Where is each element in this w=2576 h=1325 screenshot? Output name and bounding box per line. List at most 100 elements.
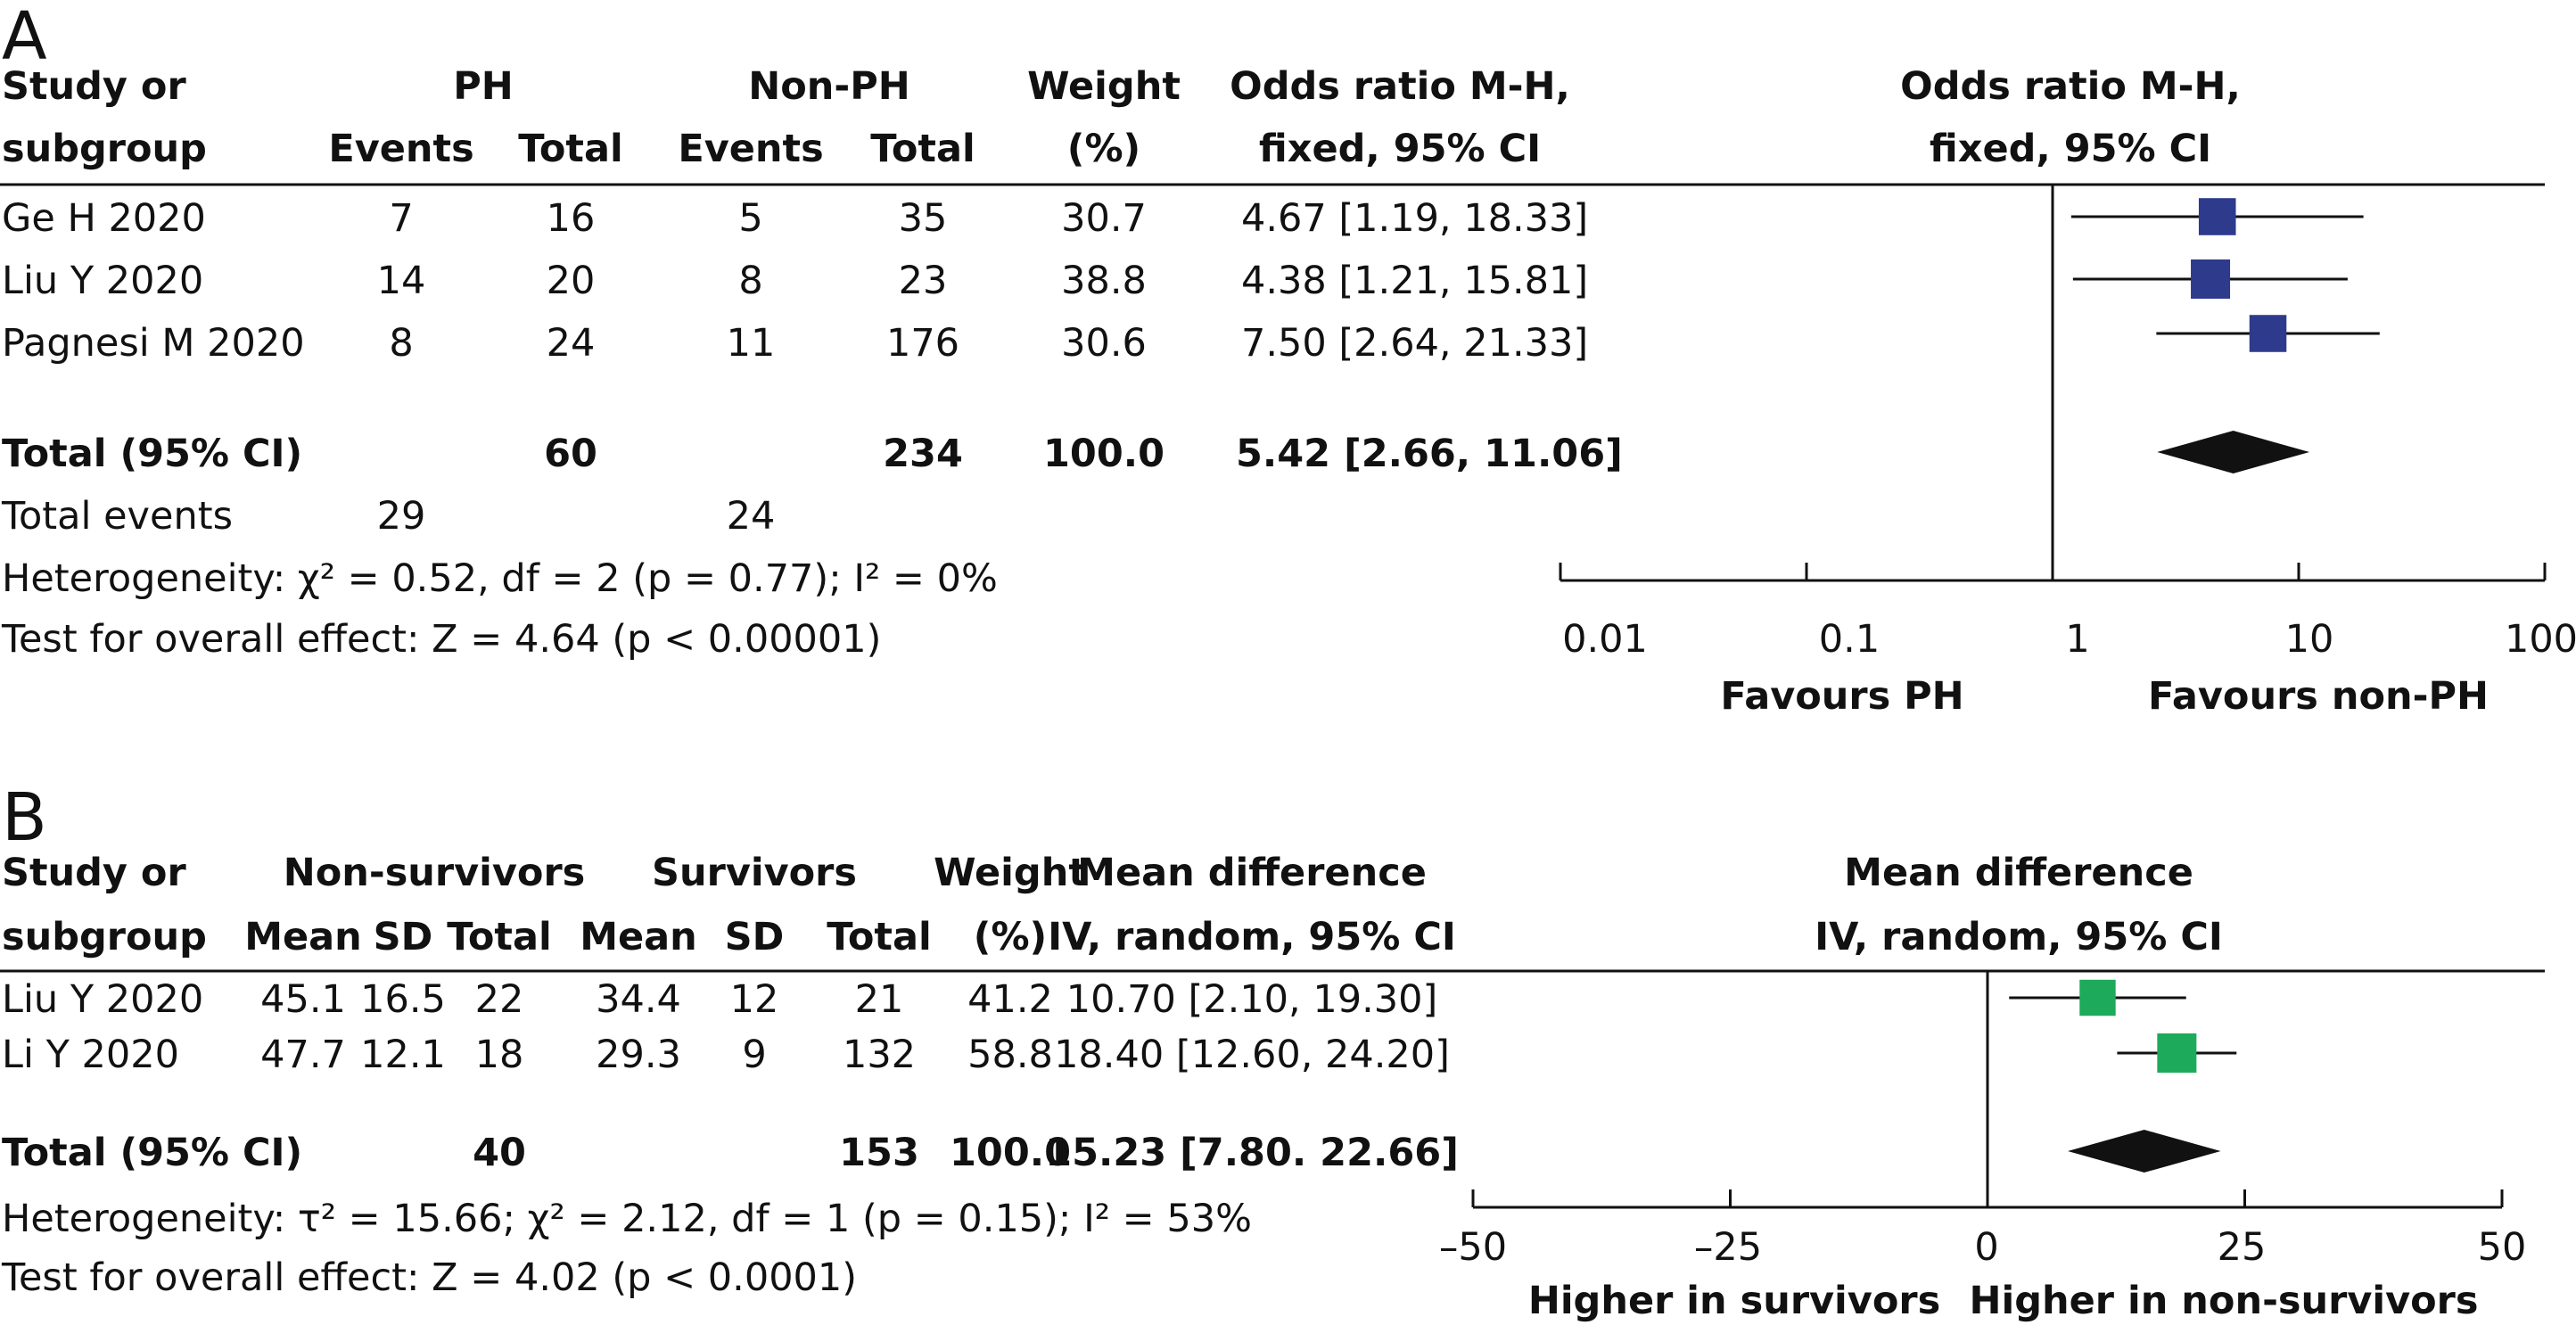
weight-cell: 38.8 <box>1061 259 1147 303</box>
axis-tick-label: 10 <box>2284 617 2334 662</box>
axis-tick-label: –50 <box>1438 1225 1508 1270</box>
axis-tick-label: –25 <box>1693 1225 1763 1270</box>
cell: 14 <box>376 259 426 303</box>
cell: 21 <box>854 977 904 1022</box>
total-ci: 15.23 [7.80. 22.66] <box>1045 1131 1459 1175</box>
header-group1: PH <box>453 64 514 109</box>
header-col: Events <box>678 127 824 171</box>
header-study: Study or <box>2 851 186 895</box>
panel-letter: B <box>2 779 47 856</box>
header-col: Total <box>870 127 975 171</box>
cell: 23 <box>898 259 948 303</box>
overall-effect-text: Test for overall effect: Z = 4.02 (p < 0… <box>2 1255 858 1300</box>
total-events-label: Total events <box>2 494 233 539</box>
header-effect: Mean difference <box>1077 851 1427 895</box>
study-marker <box>2079 979 2116 1016</box>
study-name: Liu Y 2020 <box>2 977 204 1022</box>
cell: 16 <box>546 196 596 241</box>
header-weight: Weight <box>934 851 1087 895</box>
header-weight: (%) <box>973 915 1048 959</box>
total-events-g2: 24 <box>726 494 776 539</box>
axis-tick-label: 50 <box>2477 1225 2527 1270</box>
favours-left-label: Higher in survivors <box>1527 1279 1941 1323</box>
cell: 18 <box>474 1033 524 1077</box>
axis-tick-label: 0 <box>1974 1225 1999 1270</box>
cell: 9 <box>742 1033 767 1077</box>
cell: 132 <box>842 1033 917 1077</box>
total-weight: 100.0 <box>1042 432 1165 476</box>
favours-left-label: Favours PH <box>1720 674 1964 719</box>
cell: 22 <box>474 977 524 1022</box>
cell: 20 <box>546 259 596 303</box>
cell: 45.1 <box>260 977 346 1022</box>
cell: 47.7 <box>260 1033 346 1077</box>
cell: 34.4 <box>596 977 681 1022</box>
pooled-diamond <box>2157 431 2310 473</box>
header-group2: Non-PH <box>748 64 910 109</box>
header-study: subgroup <box>2 915 207 959</box>
header-col: SD <box>373 915 433 959</box>
header-col: Mean <box>580 915 697 959</box>
study-marker <box>2157 1033 2197 1073</box>
header-col: Total <box>518 127 623 171</box>
panel-letter: A <box>2 0 47 75</box>
cell: 29.3 <box>596 1033 681 1077</box>
weight-cell: 30.7 <box>1061 196 1147 241</box>
cell: 11 <box>726 321 776 366</box>
header-group2: Survivors <box>652 851 857 895</box>
header-plot: fixed, 95% CI <box>1929 127 2212 171</box>
pooled-diamond <box>2068 1130 2221 1173</box>
cell: 176 <box>885 321 960 366</box>
header-col: Mean <box>244 915 362 959</box>
header-effect: fixed, 95% CI <box>1258 127 1542 171</box>
header-col: Events <box>328 127 474 171</box>
heterogeneity-text: Heterogeneity: χ² = 0.52, df = 2 (p = 0.… <box>2 556 998 601</box>
ci-cell: 7.50 [2.64, 21.33] <box>1241 321 1589 366</box>
study-marker <box>2191 259 2231 299</box>
axis-tick-label: 100 <box>2504 617 2576 662</box>
total-n2: 234 <box>883 432 963 476</box>
total-n1: 60 <box>544 432 597 476</box>
total-label: Total (95% CI) <box>2 432 303 476</box>
study-name: Pagnesi M 2020 <box>2 321 305 366</box>
ci-cell: 4.38 [1.21, 15.81] <box>1241 259 1589 303</box>
study-name: Li Y 2020 <box>2 1033 179 1077</box>
axis-tick-label: 25 <box>2217 1225 2267 1270</box>
header-plot: Odds ratio M-H, <box>1900 64 2241 109</box>
overall-effect-text: Test for overall effect: Z = 4.64 (p < 0… <box>2 617 882 662</box>
ci-cell: 10.70 [2.10, 19.30] <box>1066 977 1438 1022</box>
cell: 7 <box>389 196 414 241</box>
total-n2: 153 <box>839 1131 919 1175</box>
study-name: Ge H 2020 <box>2 196 206 241</box>
cell: 12.1 <box>360 1033 446 1077</box>
weight-cell: 58.8 <box>967 1033 1053 1077</box>
header-effect: Odds ratio M-H, <box>1230 64 1570 109</box>
axis-tick-label: 0.1 <box>1818 617 1881 662</box>
study-marker <box>2249 315 2287 352</box>
header-weight: (%) <box>1066 127 1141 171</box>
total-ci: 5.42 [2.66, 11.06] <box>1236 432 1623 476</box>
weight-cell: 30.6 <box>1061 321 1147 366</box>
favours-right-label: Higher in non-survivors <box>1969 1279 2479 1323</box>
ci-cell: 18.40 [12.60, 24.20] <box>1054 1033 1450 1077</box>
header-group1: Non-survivors <box>283 851 586 895</box>
heterogeneity-text: Heterogeneity: τ² = 15.66; χ² = 2.12, df… <box>2 1197 1252 1241</box>
total-label: Total (95% CI) <box>2 1131 303 1175</box>
header-col: Total <box>827 915 932 959</box>
cell: 35 <box>898 196 948 241</box>
header-plot: Mean difference <box>1844 851 2193 895</box>
header-study: Study or <box>2 64 186 109</box>
axis-tick-label: 0.01 <box>1562 617 1648 662</box>
cell: 8 <box>389 321 414 366</box>
total-events-g1: 29 <box>376 494 426 539</box>
axis-tick-label: 1 <box>2065 617 2090 662</box>
header-col: SD <box>724 915 785 959</box>
header-effect: IV, random, 95% CI <box>1048 915 1456 959</box>
cell: 5 <box>738 196 763 241</box>
cell: 12 <box>729 977 779 1022</box>
ci-cell: 4.67 [1.19, 18.33] <box>1241 196 1589 241</box>
study-marker <box>2198 198 2236 235</box>
cell: 24 <box>546 321 596 366</box>
cell: 8 <box>738 259 763 303</box>
